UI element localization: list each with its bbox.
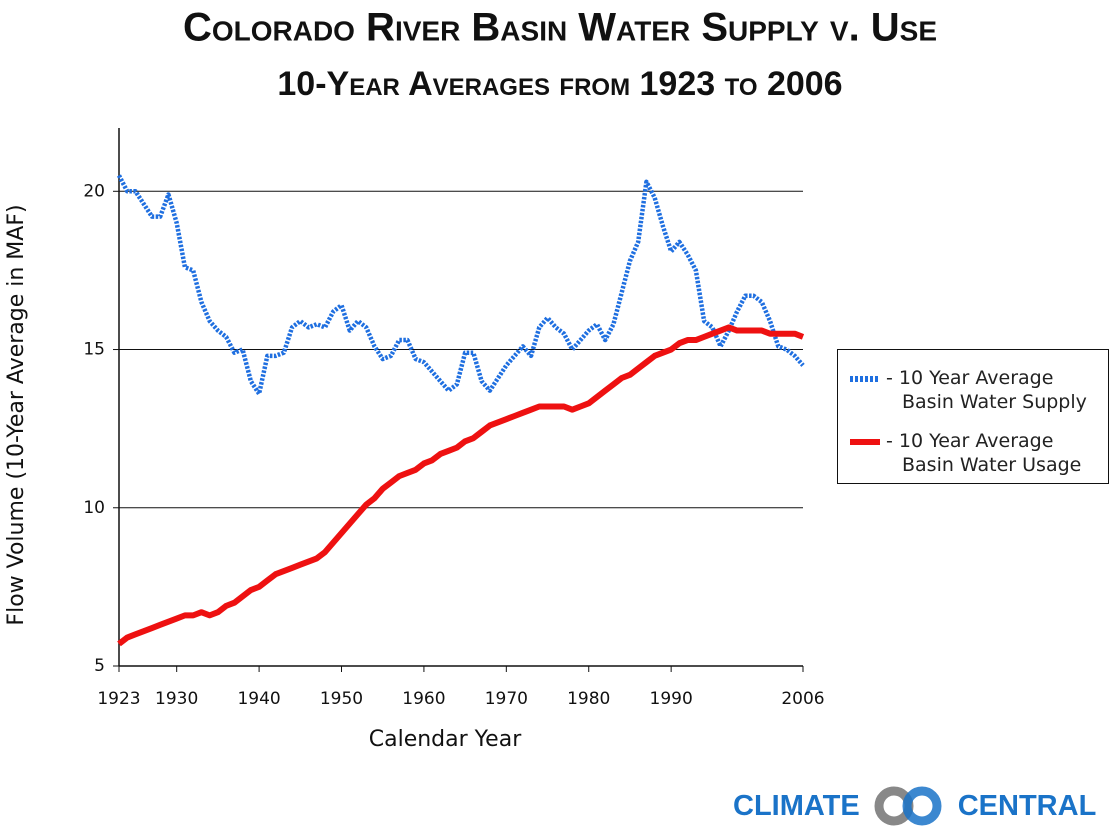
y-tick-label: 5	[94, 656, 105, 676]
x-tick-label: 1970	[485, 689, 528, 709]
series-line	[117, 174, 805, 397]
x-tick-label: 1940	[237, 689, 280, 709]
chart-subtitle: 10-Year Averages from 1923 to 2006	[277, 65, 842, 103]
y-tick-label: 20	[83, 181, 105, 201]
series-line	[117, 324, 805, 647]
y-axis-title: Flow Volume (10-Year Average in MAF)	[4, 204, 29, 625]
x-tick-label: 1950	[320, 689, 363, 709]
y-tick-label: 15	[83, 340, 105, 360]
logo-text: CENTRAL	[957, 789, 1097, 822]
x-axis-title: Calendar Year	[369, 727, 522, 752]
chart-title: Colorado River Basin Water Supply v. Use	[183, 6, 937, 50]
x-tick-label: 1960	[402, 689, 445, 709]
legend-entry: - 10 Year Average Basin Water Usage	[850, 429, 1100, 477]
legend-label: - 10 Year Average Basin Water Usage	[886, 430, 1082, 476]
x-tick-label: 1930	[155, 689, 198, 709]
logo-icon	[874, 786, 942, 826]
legend-swatch	[850, 376, 880, 382]
x-tick-label: 1923	[97, 689, 140, 709]
logo-text: CLIMATE	[733, 789, 860, 822]
x-tick-label: 2006	[781, 689, 824, 709]
legend-entry: - 10 Year Average Basin Water Supply	[850, 366, 1100, 414]
logo: CLIMATE CENTRAL	[733, 786, 1096, 826]
y-tick-label: 10	[83, 498, 105, 518]
legend-label: - 10 Year Average Basin Water Supply	[886, 367, 1087, 413]
legend-swatch	[850, 439, 880, 445]
x-tick-label: 1990	[650, 689, 693, 709]
legend: - 10 Year Average Basin Water Supply - 10…	[837, 349, 1109, 484]
x-tick-label: 1980	[567, 689, 610, 709]
